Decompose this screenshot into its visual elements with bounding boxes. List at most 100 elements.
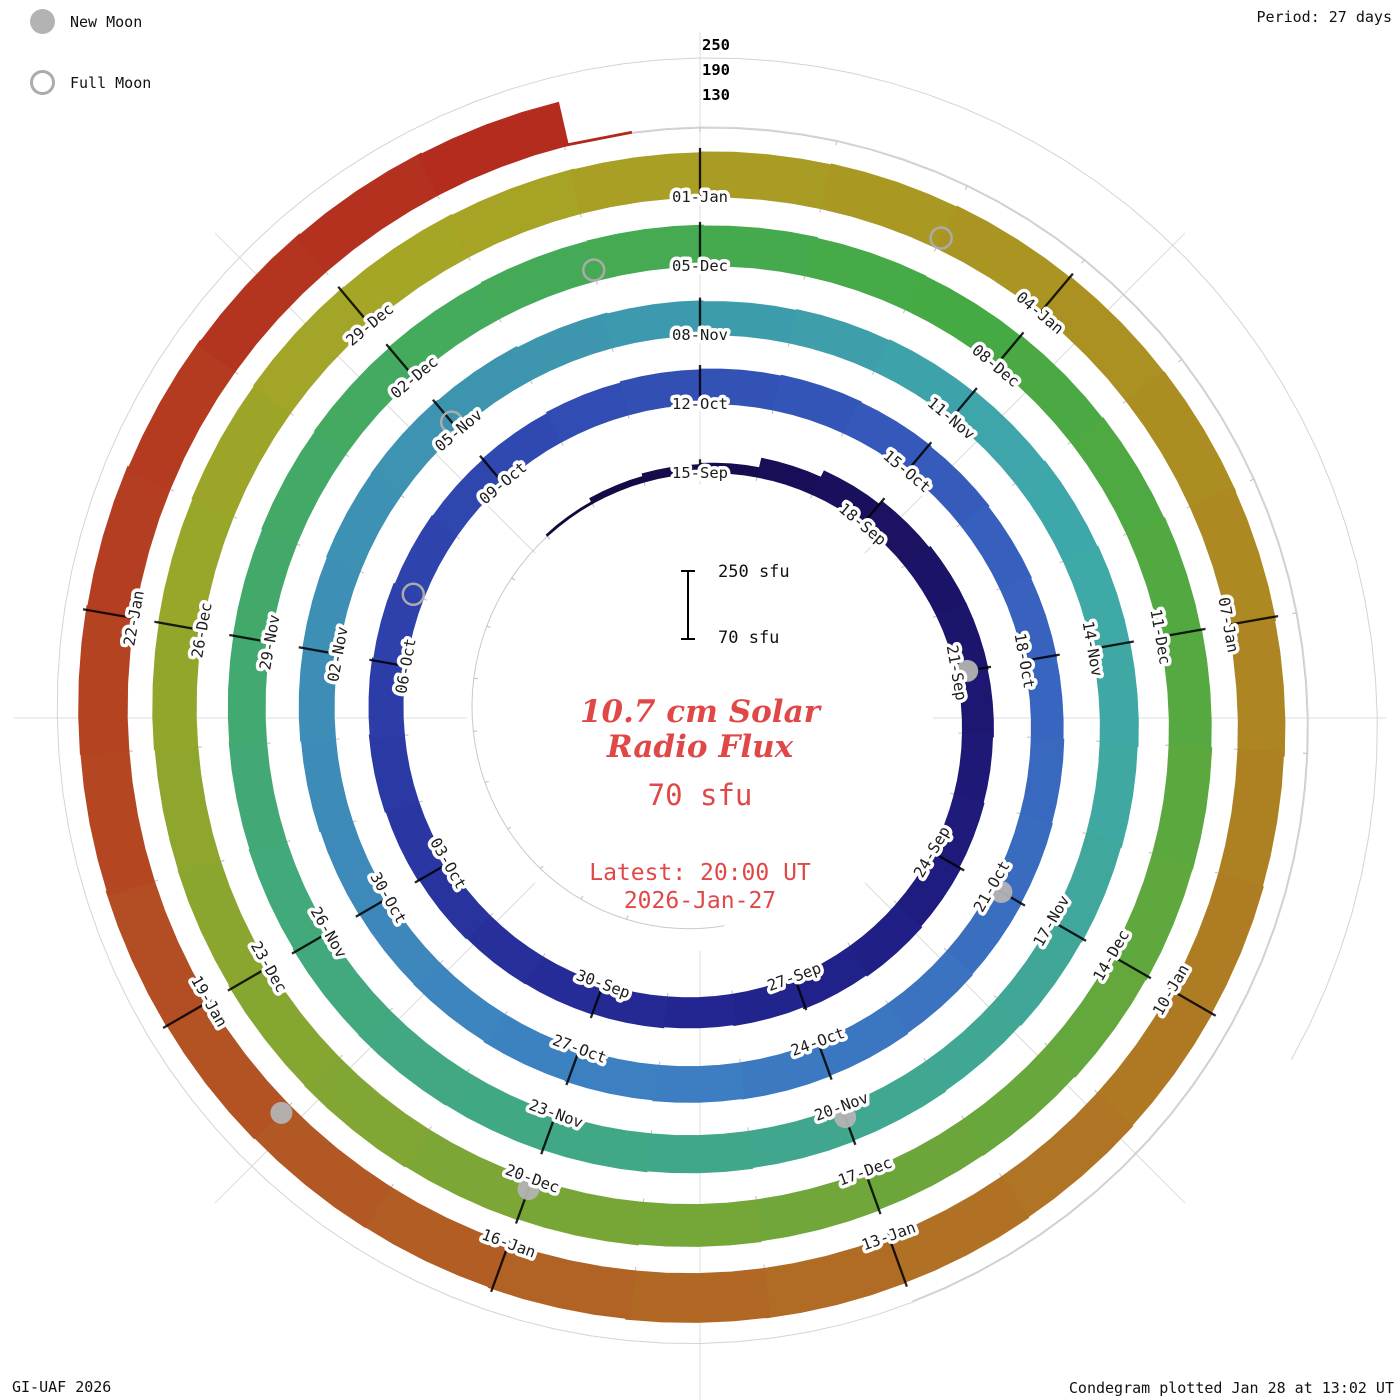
- day-tick: [1011, 482, 1016, 487]
- full-moon-icon: [30, 70, 55, 95]
- day-tick: [902, 309, 906, 314]
- day-tick: [1067, 441, 1072, 445]
- day-tick: [643, 481, 646, 487]
- label-date-tick: [162, 999, 213, 1029]
- day-tick: [359, 570, 364, 574]
- new-moon-label: New Moon: [70, 12, 143, 31]
- label-date-tick: [1021, 653, 1060, 663]
- new-moon-marker: [517, 1178, 540, 1201]
- radial-scale-label: 250: [702, 36, 730, 54]
- flux-segment: [922, 997, 1024, 1094]
- day-tick: [1016, 812, 1021, 815]
- day-tick: [996, 588, 1001, 591]
- day-tick: [819, 208, 822, 213]
- day-tick: [289, 412, 294, 416]
- grid-spoke: [864, 232, 1186, 554]
- day-tick: [803, 275, 806, 280]
- day-tick: [1177, 359, 1182, 363]
- day-tick: [1082, 832, 1087, 835]
- new-moon-marker: [834, 1106, 857, 1129]
- latest-date-label: 2026-Jan-27: [623, 888, 777, 914]
- day-tick: [1214, 871, 1219, 874]
- label-date-tick: [1108, 953, 1152, 980]
- day-tick: [627, 414, 630, 419]
- chart-title-line1: 10.7 cm Solar: [579, 694, 821, 730]
- label-date-tick: [298, 646, 342, 656]
- date-label-halo: 15-Sep: [672, 464, 728, 482]
- day-tick: [626, 915, 629, 920]
- flux-segment: [804, 237, 927, 312]
- day-tick: [511, 577, 516, 581]
- day-tick: [1059, 560, 1064, 564]
- day-tick: [154, 879, 159, 882]
- day-tick: [739, 1058, 741, 1063]
- flux-segment: [1014, 460, 1100, 565]
- day-tick: [961, 1115, 965, 1120]
- flux-segment: [756, 457, 824, 496]
- flux-segment: [545, 500, 595, 537]
- date-label-halo: 12-Oct: [672, 395, 728, 413]
- day-tick: [220, 859, 225, 863]
- day-tick: [455, 536, 460, 540]
- day-tick: [658, 1061, 661, 1066]
- label-date-tick: [863, 1168, 882, 1215]
- date-label: 05-Dec: [672, 257, 728, 275]
- day-tick: [547, 535, 551, 540]
- label-date-tick: [82, 608, 138, 620]
- flux-segment: [545, 381, 631, 443]
- day-tick: [486, 625, 491, 629]
- latest-time-label: Latest: 20:00 UT: [589, 860, 811, 886]
- credit-label: GI-UAF 2026: [12, 1378, 112, 1396]
- day-tick: [484, 780, 489, 783]
- day-tick: [504, 1010, 508, 1015]
- date-label-halo: 01-Jan: [672, 188, 728, 206]
- day-tick: [964, 185, 968, 191]
- scalebar-min-label: 70 sfu: [718, 628, 780, 648]
- label-date-tick: [490, 1240, 511, 1293]
- day-tick: [835, 141, 838, 146]
- flux-segment: [589, 475, 647, 505]
- label-date-tick: [369, 658, 410, 668]
- date-label: 01-Jan: [672, 188, 728, 206]
- date-label-halo: 08-Nov: [672, 326, 728, 344]
- day-tick: [840, 432, 844, 437]
- day-tick: [560, 441, 564, 446]
- day-tick: [542, 953, 546, 958]
- legend-full-moon: Full Moon: [30, 70, 151, 95]
- day-tick: [810, 494, 813, 499]
- day-tick: [1081, 259, 1085, 264]
- day-tick: [591, 503, 595, 508]
- day-tick: [943, 947, 948, 952]
- day-tick: [885, 1000, 889, 1005]
- full-moon-marker: [929, 226, 953, 250]
- day-tick: [1122, 533, 1127, 536]
- day-tick: [932, 615, 937, 618]
- new-moon-icon: [30, 9, 55, 34]
- label-date-tick: [1225, 614, 1279, 627]
- label-date-tick: [291, 930, 332, 955]
- label-date-tick: [928, 849, 965, 872]
- flux-segment: [652, 1062, 745, 1103]
- day-tick: [871, 370, 875, 375]
- label-date-tick: [432, 398, 462, 434]
- day-tick: [540, 865, 544, 869]
- new-moon-marker: [990, 881, 1013, 903]
- radial-scale-label: 130: [702, 86, 730, 104]
- flux-segment: [514, 312, 616, 381]
- radial-scale-label: 190: [702, 61, 730, 79]
- day-tick: [529, 380, 533, 385]
- day-tick: [286, 840, 291, 843]
- day-tick: [901, 565, 906, 569]
- label-date-tick: [355, 895, 392, 918]
- label-date-tick: [589, 981, 606, 1019]
- label-date-tick: [903, 441, 933, 475]
- label-date-tick: [540, 1110, 558, 1155]
- flux-segment: [625, 1268, 771, 1323]
- day-tick: [466, 1068, 470, 1073]
- new-moon-marker: [956, 659, 979, 682]
- day-tick: [1148, 851, 1153, 854]
- flux-segment: [820, 163, 961, 250]
- plotted-label: Condegram plotted Jan 28 at 13:02 UT: [1068, 1379, 1394, 1397]
- current-flux-value: 70 sfu: [647, 778, 753, 812]
